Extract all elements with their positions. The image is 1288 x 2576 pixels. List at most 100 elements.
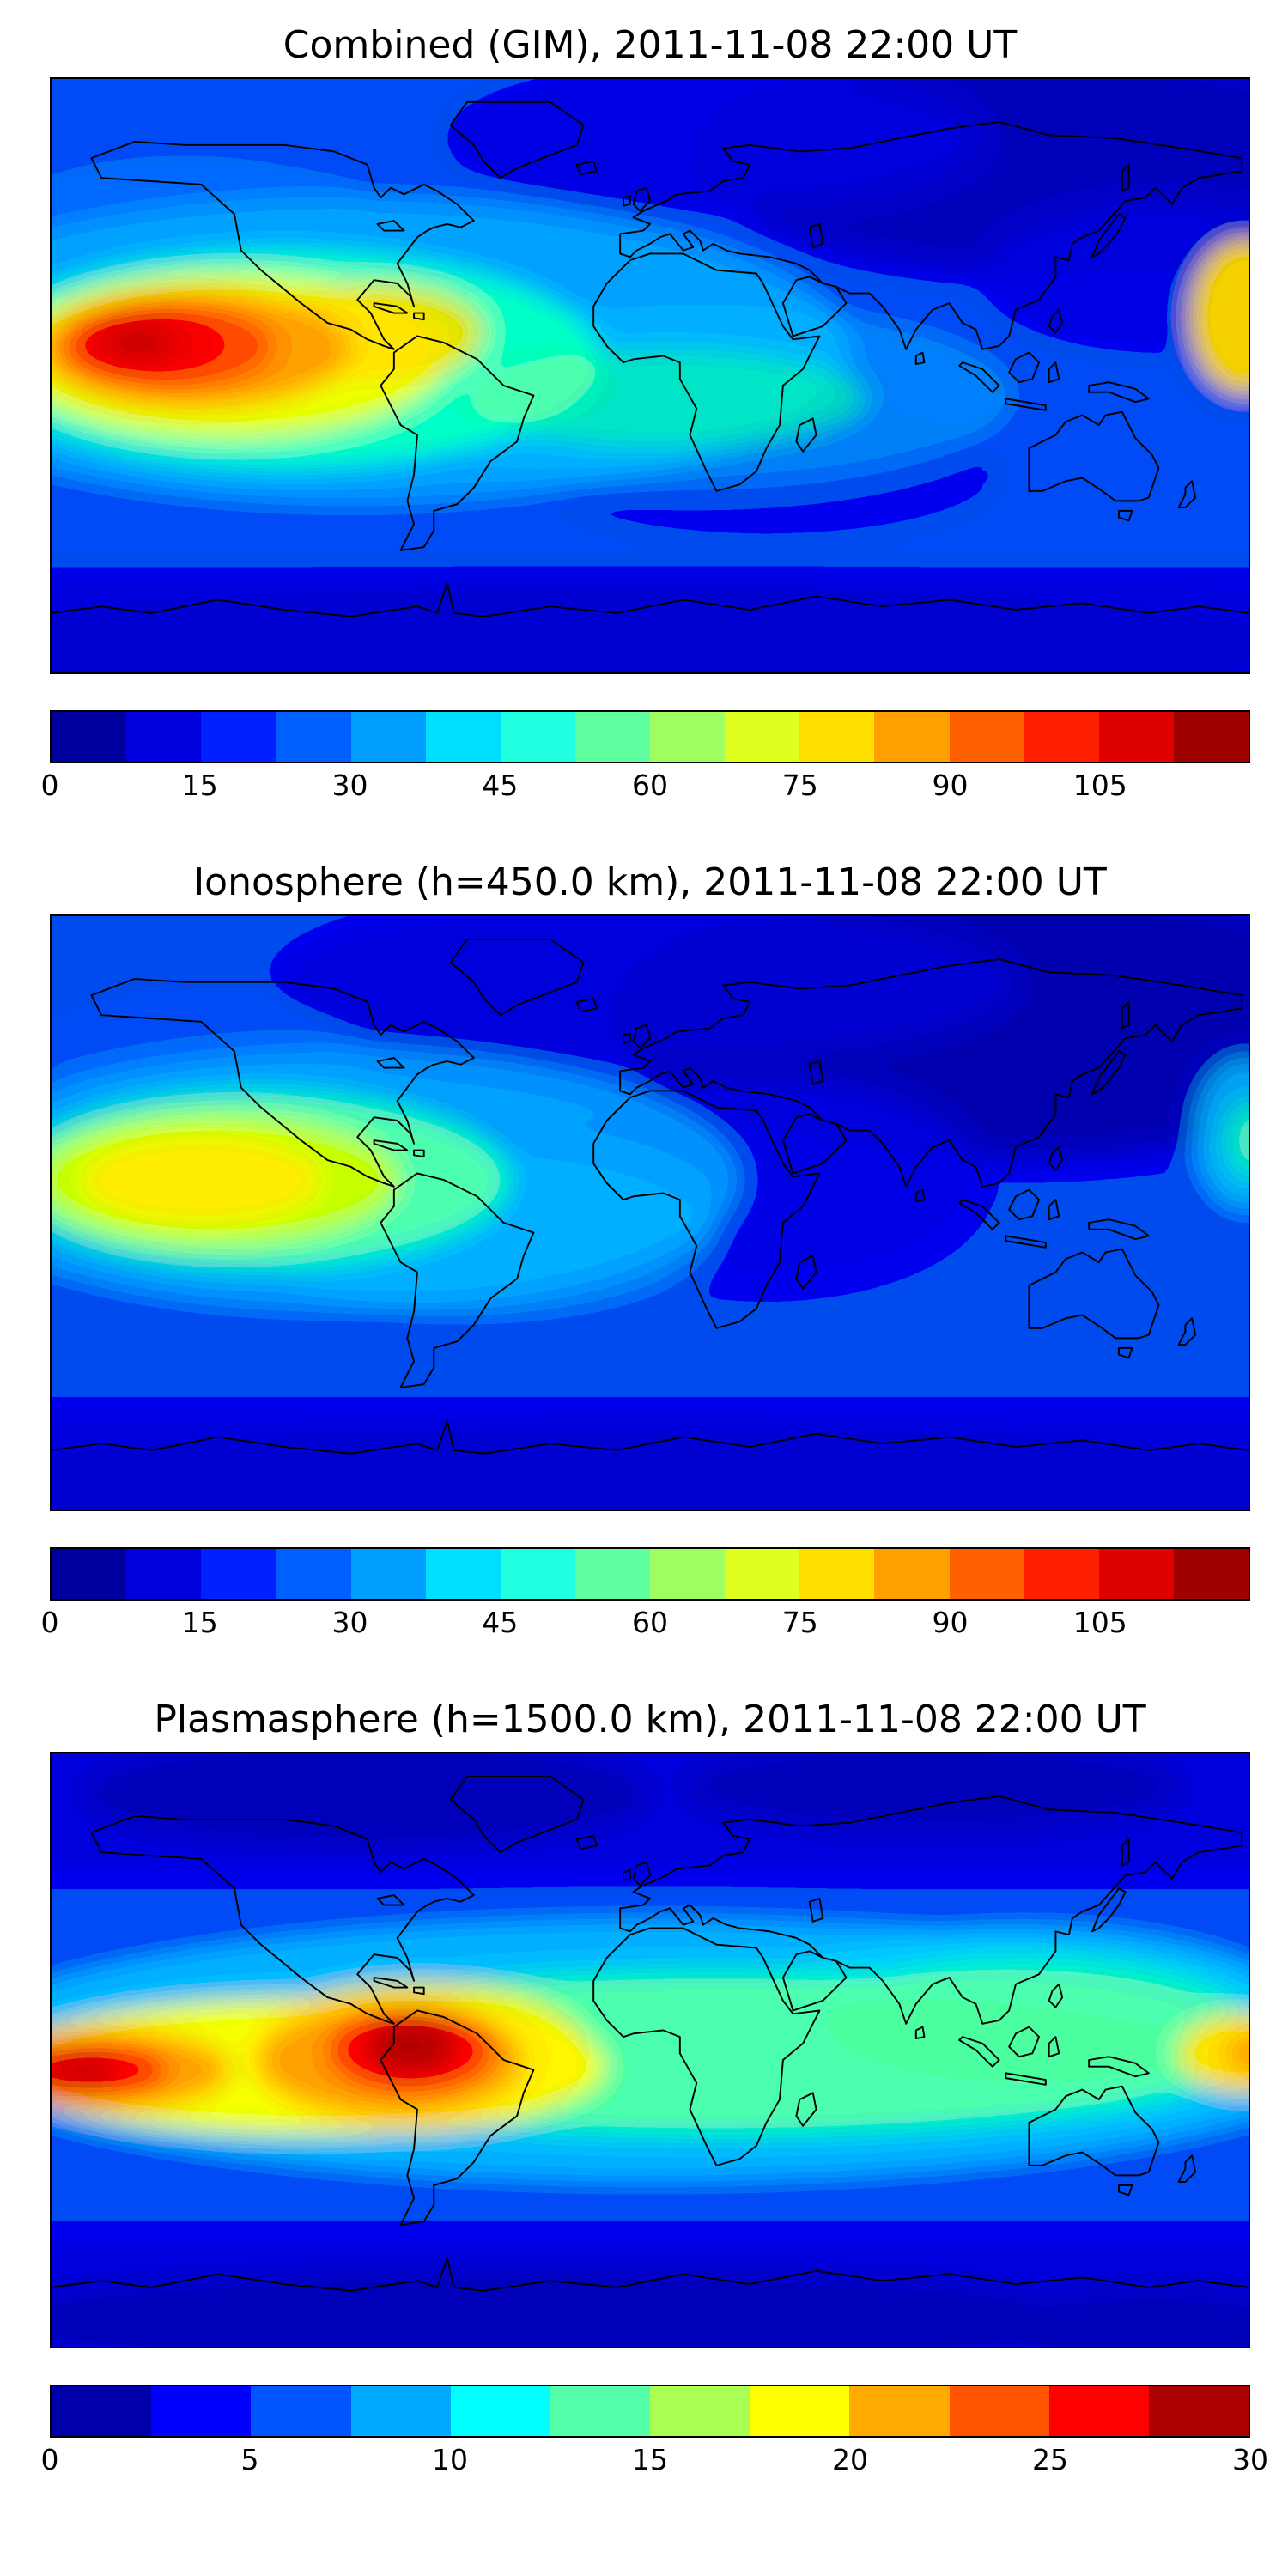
colorbar-band [500, 1549, 575, 1599]
panel-title-combined: Combined (GIM), 2011-11-08 22:00 UT [283, 23, 1018, 67]
colorbar-tick-label: 15 [632, 2443, 668, 2476]
colorbar-band [276, 1549, 351, 1599]
tec-field [52, 1753, 1249, 2347]
world-heatmap-ionosphere [50, 914, 1250, 1511]
field-blob [467, 349, 866, 448]
colorbar-tick-label: 0 [40, 2443, 59, 2476]
colorbar-tick-label: 10 [432, 2443, 468, 2476]
heatmap-svg-combined [52, 79, 1249, 672]
colorbar-tick-label: 30 [1232, 2443, 1268, 2476]
colorbar-tick-label: 15 [181, 1606, 218, 1639]
colorbar-combined [50, 710, 1250, 763]
field-blob [1224, 1101, 1249, 1180]
field-blob [363, 2020, 458, 2074]
colorbar-ticks-combined: 0 15 30 45 60 75 90 105 [41, 769, 1250, 805]
colorbar-tick-label: 45 [482, 769, 519, 802]
colorbar-band [126, 1549, 202, 1599]
panel-ionosphere: Ionosphere (h=450.0 km), 2011-11-08 22:0… [41, 860, 1250, 1642]
panel-combined-gim: Combined (GIM), 2011-11-08 22:00 UT [41, 22, 1250, 805]
colorbar-ticks-plasmasphere: 0 5 10 15 20 25 30 [41, 2443, 1269, 2479]
colorbar-tick-label: 0 [40, 1606, 59, 1639]
colorbar-band [574, 1549, 650, 1599]
colorbar-tick-label: 15 [181, 769, 218, 802]
colorbar-tick-label: 0 [40, 769, 59, 802]
colorbar-band [1024, 712, 1099, 762]
colorbar-tick-label: 45 [482, 1606, 519, 1639]
figure: Combined (GIM), 2011-11-08 22:00 UT [41, 22, 1269, 2479]
colorbar-band [949, 712, 1024, 762]
field-blob [450, 79, 983, 211]
field-blob [982, 204, 1249, 349]
colorbar-band [450, 2386, 550, 2436]
tec-field [52, 916, 1249, 1510]
colorbar-band [1098, 712, 1174, 762]
colorbar-band [949, 1549, 1024, 1599]
colorbar-band [1024, 1549, 1099, 1599]
field-blob [52, 2270, 1115, 2347]
colorbar-band [650, 1549, 726, 1599]
colorbar-band [201, 1549, 276, 1599]
field-blob [982, 2287, 1249, 2347]
colorbar-tick-label: 60 [632, 1606, 668, 1639]
colorbar-plasmasphere [50, 2385, 1250, 2438]
field-blob [1178, 2014, 1249, 2093]
colorbar-tick-label: 105 [1072, 769, 1127, 802]
colorbar-band [550, 2386, 651, 2436]
colorbar-band [151, 2386, 252, 2436]
tec-field [52, 79, 1249, 672]
colorbar-band [574, 712, 650, 762]
field-blob [52, 2055, 122, 2085]
colorbar-tick-label: 105 [1072, 1606, 1127, 1639]
colorbar-band [350, 2386, 451, 2436]
colorbar-band [799, 1549, 875, 1599]
colorbar-band [874, 712, 950, 762]
field-blob [101, 325, 175, 360]
colorbar-band [849, 2386, 950, 2436]
heatmap-svg-plasmasphere [52, 1753, 1249, 2347]
world-heatmap-plasmasphere [50, 1752, 1250, 2348]
colorbar-band [650, 712, 726, 762]
field-blob [1188, 237, 1249, 396]
colorbar-band [874, 1549, 950, 1599]
colorbar-ionosphere [50, 1547, 1250, 1601]
panel-plasmasphere: Plasmasphere (h=1500.0 km), 2011-11-08 2… [41, 1697, 1269, 2479]
colorbar-band [52, 1549, 127, 1599]
field-blob [816, 1958, 1249, 2090]
colorbar-ticks-ionosphere: 0 15 30 45 60 75 90 105 [41, 1606, 1250, 1642]
colorbar-tick-label: 25 [1032, 2443, 1068, 2476]
colorbar-band [1148, 2386, 1249, 2436]
colorbar-tick-label: 30 [331, 1606, 368, 1639]
panel-title-plasmasphere: Plasmasphere (h=1500.0 km), 2011-11-08 2… [154, 1698, 1146, 1741]
field-blob [683, 1753, 1182, 1833]
colorbar-band [52, 712, 127, 762]
colorbar-band [52, 2386, 152, 2436]
heatmap-svg-ionosphere [52, 916, 1249, 1510]
colorbar-band [350, 712, 426, 762]
colorbar-band [949, 2386, 1049, 2436]
colorbar-band [350, 1549, 426, 1599]
field-blob [81, 1137, 321, 1224]
colorbar-band [251, 2386, 351, 2436]
field-blob [1224, 2033, 1249, 2073]
colorbar-tick-label: 75 [781, 1606, 818, 1639]
colorbar-band [500, 712, 575, 762]
colorbar-band [725, 712, 800, 762]
colorbar-tick-label: 90 [932, 769, 969, 802]
field-blob [52, 1430, 1249, 1510]
colorbar-tick-label: 90 [932, 1606, 969, 1639]
field-blob [284, 916, 1016, 1061]
colorbar-band [126, 712, 202, 762]
colorbar-tick-label: 20 [832, 2443, 868, 2476]
colorbar-band [1048, 2386, 1149, 2436]
colorbar-tick-label: 5 [240, 2443, 259, 2476]
colorbar-tick-label: 60 [632, 769, 668, 802]
colorbar-band [725, 1549, 800, 1599]
colorbar-band [1098, 1549, 1174, 1599]
colorbar-band [276, 712, 351, 762]
colorbar-band [1173, 712, 1249, 762]
field-blob [52, 586, 1249, 672]
world-heatmap-combined [50, 77, 1250, 674]
panel-title-ionosphere: Ionosphere (h=450.0 km), 2011-11-08 22:0… [193, 860, 1107, 904]
colorbar-tick-label: 30 [331, 769, 368, 802]
colorbar-band [201, 712, 276, 762]
